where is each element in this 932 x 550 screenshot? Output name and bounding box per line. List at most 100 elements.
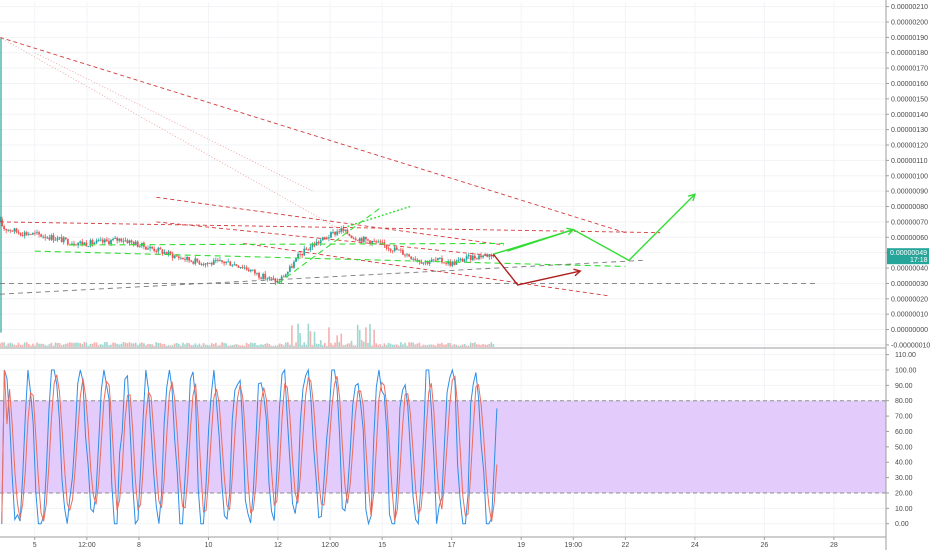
volume-bar [60,345,63,347]
candle-body [58,237,61,239]
volume-bar [412,342,415,347]
volume-bar [469,342,472,347]
candle-body [66,239,69,245]
candle-body [46,237,49,239]
volume-bar [171,345,174,347]
volume-bar [208,345,211,347]
volume-bar [159,342,162,347]
price-tick-label: 0.00000110 [891,158,928,165]
candle-body [85,242,88,247]
stoch-d-line [1,369,498,524]
volume-bar [420,345,423,347]
candle-body [402,250,404,255]
volume-bar [186,342,188,347]
price-tick-label: 0.00000140 [891,112,928,119]
price-tick-label: 0.00000020 [891,296,928,303]
volume-bar [223,342,225,347]
candle-body [44,236,47,238]
candle-body [200,264,203,265]
volume-bar [354,345,357,347]
candle-body [352,238,355,239]
candle-body [192,261,195,264]
volume-bar [358,330,361,347]
volume-bar [52,345,55,347]
volume-bar [99,344,102,347]
volume-bar [484,344,486,347]
volume-bar [225,343,227,347]
volume-bar [334,342,336,347]
volume-bar [245,342,248,347]
candle-body [231,265,234,267]
volume-bar [301,345,303,347]
volume-bar [132,343,135,347]
volume-bar [377,344,380,347]
candle-body [262,273,265,279]
candle-body [365,236,367,240]
volume-bar [212,344,215,347]
candle-body [97,240,100,241]
volume-bar [231,345,234,347]
price-tick-label: 0.00000000 [891,327,928,334]
stoch-tick-label: 110.00 [895,352,916,359]
volume-bar [56,342,59,347]
stoch-tick-label: 70.00 [895,414,913,421]
price-tick-label: 0.00000180 [891,50,928,57]
candle-body [426,261,429,264]
volume-bar [455,344,458,347]
candle-body [165,252,168,255]
candle-body [340,228,343,232]
volume-bar [348,343,351,347]
candle-body [488,254,491,257]
candle-body [385,245,388,249]
volume-bar [134,342,137,347]
stoch-tick-label: 60.00 [895,429,913,436]
candle-body [99,239,102,241]
candle-body [461,258,464,262]
volume-bar [155,342,158,347]
candle-body [332,232,334,233]
candle-body [315,241,318,246]
candle-body [358,238,361,241]
volume-bar [326,345,328,347]
candle-body [233,264,236,266]
volume-bar [449,342,452,347]
candle-body [214,259,217,261]
volume-bar [467,345,470,347]
candle-body [219,260,221,261]
candle-body [346,229,349,235]
volume-bar [145,345,147,347]
candle-body [309,247,312,251]
volume-bar [258,345,260,347]
candle-body [5,228,8,231]
volume-bar [309,331,312,347]
candle-body [31,232,34,235]
candle-body [204,263,207,265]
candle-body [369,240,371,244]
volume-bar [303,342,306,347]
candle-body [221,260,223,262]
volume-bar [161,344,164,347]
candle-body [27,234,30,236]
candle-body [157,247,160,252]
candle-body [371,240,373,244]
candle-body [476,258,478,260]
volume-bar [391,344,394,347]
candle-body [136,241,139,247]
candle-body [325,237,328,239]
volume-bar [110,344,112,347]
candle-body [360,238,363,242]
time-tick-label: 15 [378,542,386,549]
candle-body [217,259,219,261]
candle-body [145,246,147,250]
volume-bar [38,343,40,347]
volume-bar [136,345,139,347]
candle-body [212,260,215,265]
candle-body [71,243,73,245]
candle-body [202,264,205,265]
candle-body [1,219,3,227]
axes [0,0,887,550]
candle-body [153,248,156,251]
current-price-marker[interactable]: 0.00000049 17:18 [887,248,929,265]
volume-bar [173,343,176,347]
